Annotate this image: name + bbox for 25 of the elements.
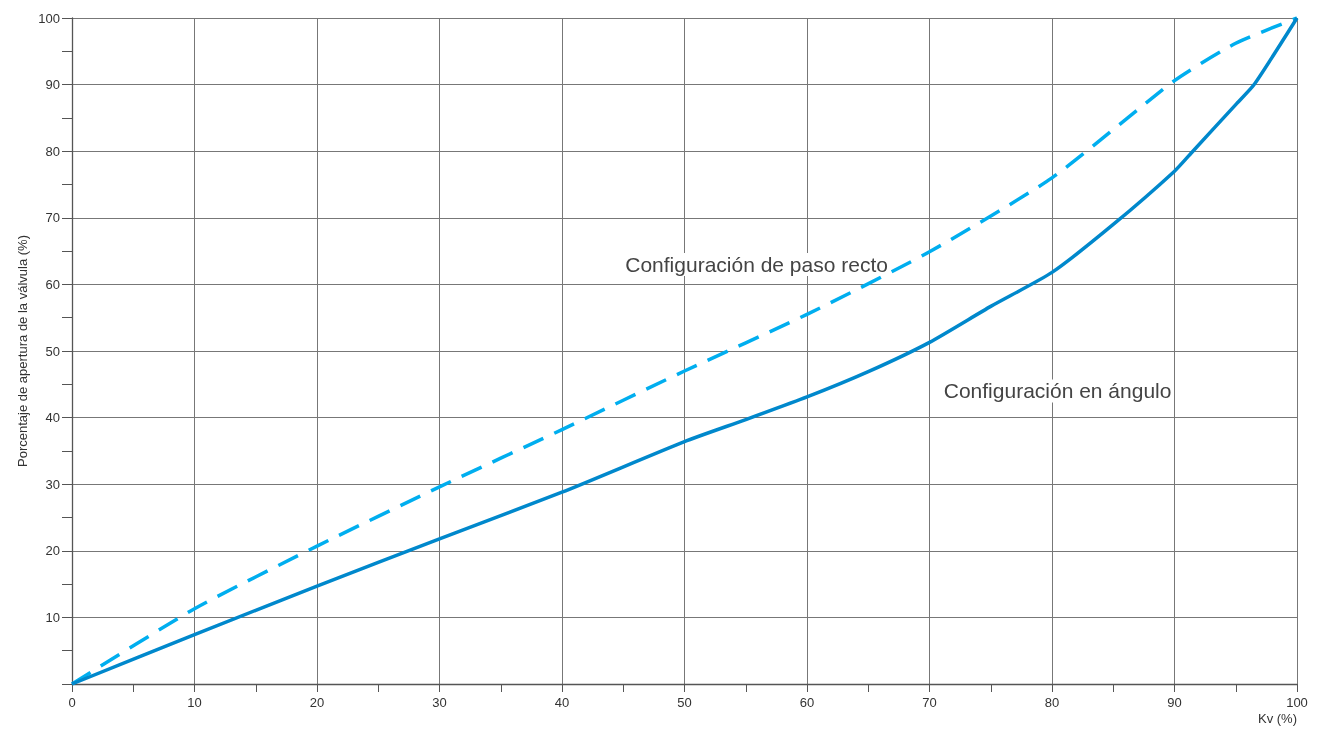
x-tick-label: 0 xyxy=(68,695,76,710)
x-tick-label: 20 xyxy=(309,695,325,710)
y-tick-label: 70 xyxy=(45,210,60,226)
y-tick-label: 80 xyxy=(45,143,60,159)
y-tick-label: 30 xyxy=(45,476,60,492)
y-tick-label: 60 xyxy=(45,276,60,292)
x-tick-label: 10 xyxy=(187,695,202,710)
annotation: Configuración de paso recto xyxy=(625,252,888,276)
x-tick-label: 100 xyxy=(1286,695,1308,710)
x-tick-label: 70 xyxy=(922,695,937,710)
x-tick-label: 80 xyxy=(1044,695,1060,710)
x-tick-label: 90 xyxy=(1167,695,1182,710)
x-tick-label: 50 xyxy=(677,695,692,710)
y-tick-label: 40 xyxy=(45,410,60,426)
x-tick-label: 40 xyxy=(554,695,570,710)
x-axis-title: Kv (%) xyxy=(1258,711,1297,726)
y-axis-title: Porcentaje de apertura de la válvula (%) xyxy=(14,235,30,467)
y-tick-label: 20 xyxy=(45,543,60,559)
annotation: Configuración en ángulo xyxy=(943,379,1172,403)
y-tick-label: 10 xyxy=(45,609,60,625)
x-tick-label: 30 xyxy=(432,695,447,710)
y-tick-label: 100 xyxy=(38,10,60,26)
y-tick-label: 90 xyxy=(45,77,60,93)
y-tick-label: 50 xyxy=(45,343,60,359)
x-tick-label: 60 xyxy=(799,695,815,710)
